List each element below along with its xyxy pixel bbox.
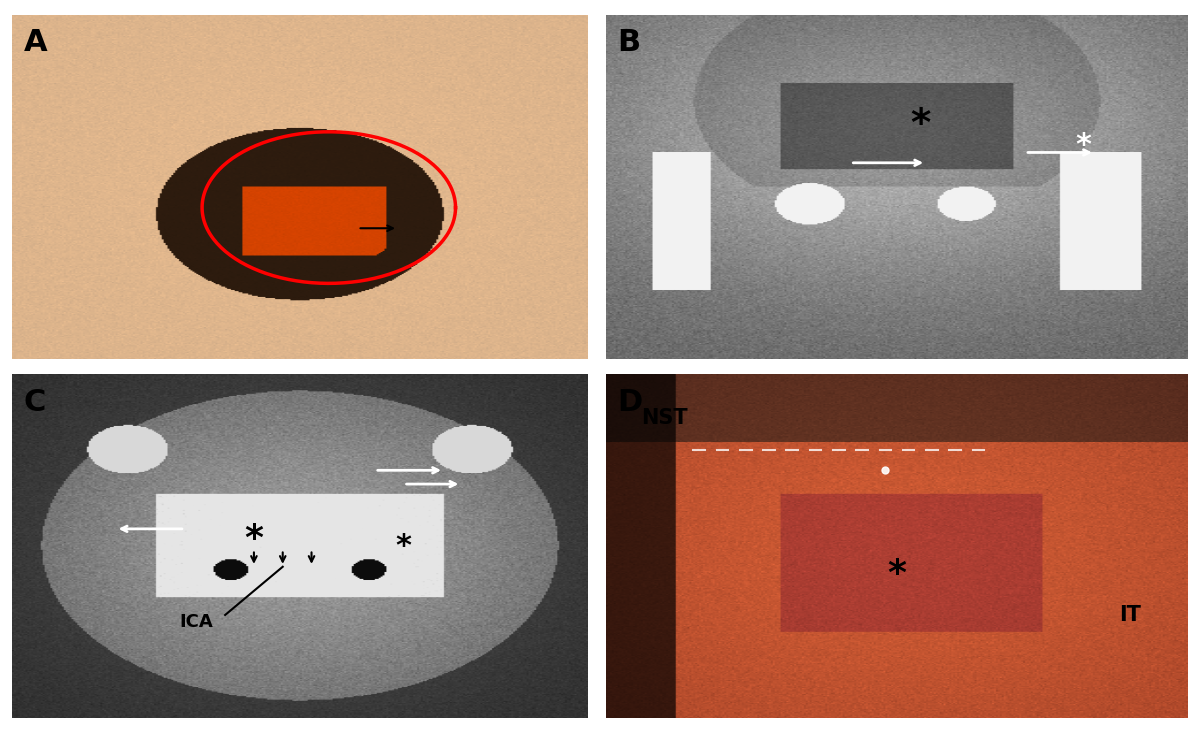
Text: NST: NST bbox=[641, 408, 688, 428]
Text: *: * bbox=[888, 556, 906, 591]
Text: *: * bbox=[1075, 131, 1091, 160]
Text: IT: IT bbox=[1118, 605, 1141, 625]
Text: ICA: ICA bbox=[180, 613, 214, 631]
Text: D: D bbox=[618, 388, 643, 416]
Text: *: * bbox=[396, 531, 412, 561]
Text: B: B bbox=[618, 29, 641, 57]
Text: C: C bbox=[24, 388, 46, 416]
Text: *: * bbox=[245, 522, 264, 556]
Text: *: * bbox=[910, 106, 930, 144]
Text: A: A bbox=[24, 29, 47, 57]
